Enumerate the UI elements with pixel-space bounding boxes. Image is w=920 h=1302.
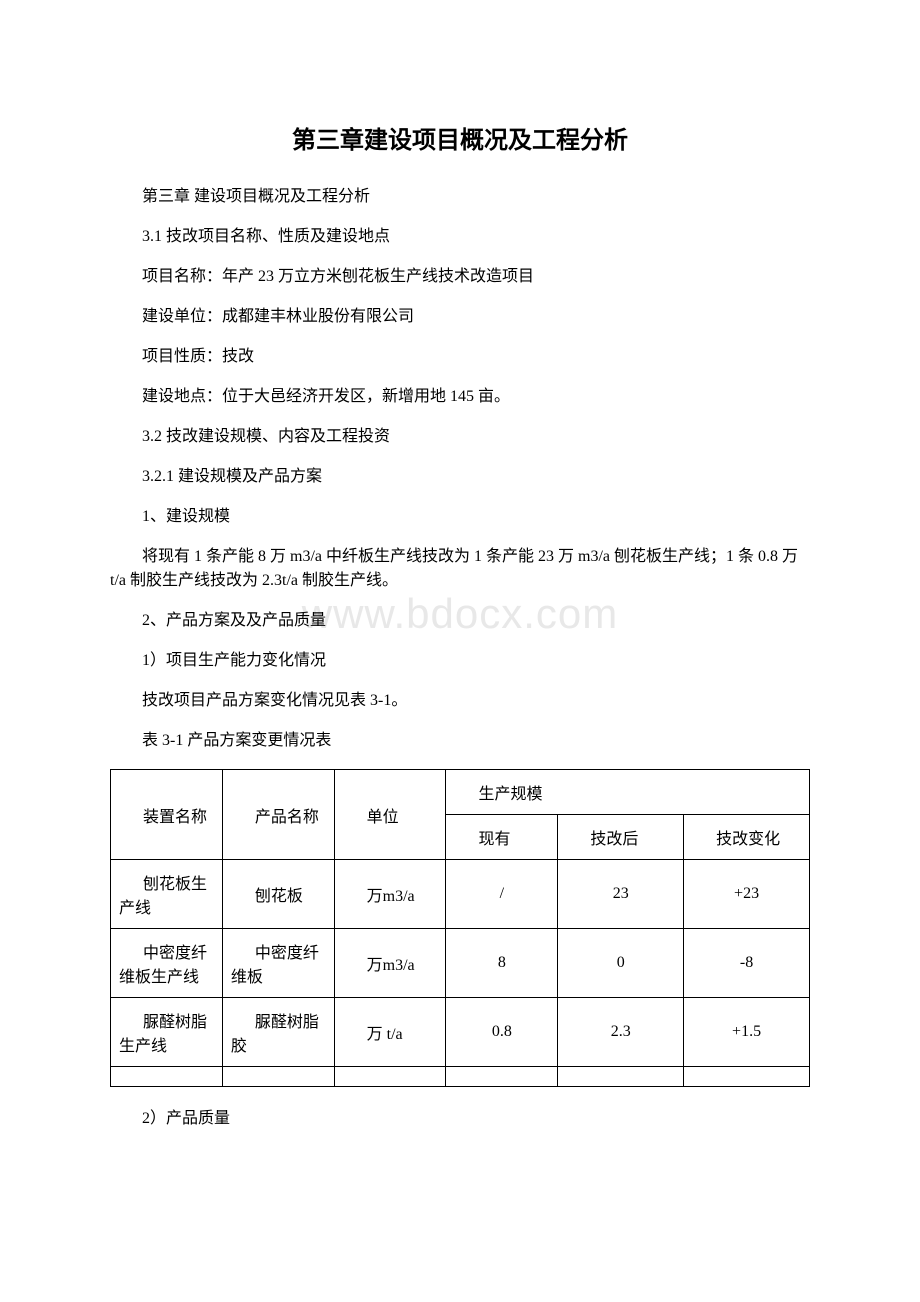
table-empty-cell — [446, 1067, 558, 1087]
table-empty-row — [111, 1067, 810, 1087]
table-cell-change: +23 — [684, 860, 810, 929]
table-cell-after: 0 — [558, 929, 684, 998]
table-header-scale: 生产规模 — [446, 770, 810, 815]
paragraph-section-3-2: 3.2 技改建设规模、内容及工程投资 — [110, 425, 810, 449]
table-cell-unit: 万m3/a — [334, 860, 446, 929]
table-cell-after: 2.3 — [558, 998, 684, 1067]
table-cell-unit: 万m3/a — [334, 929, 446, 998]
table-empty-cell — [558, 1067, 684, 1087]
table-empty-cell — [222, 1067, 334, 1087]
document-content: 第三章建设项目概况及工程分析 第三章 建设项目概况及工程分析 3.1 技改项目名… — [110, 120, 810, 1131]
paragraph-project-nature: 项目性质：技改 — [110, 345, 810, 369]
paragraph-section-3-1: 3.1 技改项目名称、性质及建设地点 — [110, 225, 810, 249]
paragraph-scale-detail: 将现有 1 条产能 8 万 m3/a 中纤板生产线技改为 1 条产能 23 万 … — [110, 545, 810, 593]
table-header-unit: 单位 — [334, 770, 446, 860]
table-header-change: 技改变化 — [684, 815, 810, 860]
table-row: 中密度纤维板生产线 中密度纤维板 万m3/a 8 0 -8 — [111, 929, 810, 998]
document-title: 第三章建设项目概况及工程分析 — [110, 120, 810, 155]
table-cell-device: 刨花板生产线 — [111, 860, 223, 929]
table-cell-device: 中密度纤维板生产线 — [111, 929, 223, 998]
paragraph-scale-heading: 1、建设规模 — [110, 505, 810, 529]
paragraph-table-title: 表 3-1 产品方案变更情况表 — [110, 729, 810, 753]
table-cell-product: 刨花板 — [222, 860, 334, 929]
paragraph-section-3-2-1: 3.2.1 建设规模及产品方案 — [110, 465, 810, 489]
table-cell-unit: 万 t/a — [334, 998, 446, 1067]
paragraph-capacity-change: 1）项目生产能力变化情况 — [110, 649, 810, 673]
table-header-product: 产品名称 — [222, 770, 334, 860]
product-plan-table: 装置名称 产品名称 单位 生产规模 现有 技改后 技改变化 刨花板生产线 刨花板… — [110, 769, 810, 1087]
table-cell-product: 脲醛树脂胶 — [222, 998, 334, 1067]
table-empty-cell — [111, 1067, 223, 1087]
table-cell-current: 8 — [446, 929, 558, 998]
paragraph-see-table: 技改项目产品方案变化情况见表 3-1。 — [110, 689, 810, 713]
paragraph-construction-location: 建设地点：位于大邑经济开发区，新增用地 145 亩。 — [110, 385, 810, 409]
table-row: 脲醛树脂生产线 脲醛树脂胶 万 t/a 0.8 2.3 +1.5 — [111, 998, 810, 1067]
table-empty-cell — [334, 1067, 446, 1087]
paragraph-construction-unit: 建设单位：成都建丰林业股份有限公司 — [110, 305, 810, 329]
paragraph-product-quality: 2）产品质量 — [110, 1107, 810, 1131]
table-empty-cell — [684, 1067, 810, 1087]
table-cell-current: 0.8 — [446, 998, 558, 1067]
table-header-after: 技改后 — [558, 815, 684, 860]
table-cell-change: +1.5 — [684, 998, 810, 1067]
table-cell-device: 脲醛树脂生产线 — [111, 998, 223, 1067]
table-cell-product: 中密度纤维板 — [222, 929, 334, 998]
table-header-current: 现有 — [446, 815, 558, 860]
table-cell-after: 23 — [558, 860, 684, 929]
paragraph-project-name: 项目名称：年产 23 万立方米刨花板生产线技术改造项目 — [110, 265, 810, 289]
table-header-row-1: 装置名称 产品名称 单位 生产规模 — [111, 770, 810, 815]
table-header-device: 装置名称 — [111, 770, 223, 860]
paragraph-product-plan-heading: 2、产品方案及及产品质量 — [110, 609, 810, 633]
paragraph-chapter-heading: 第三章 建设项目概况及工程分析 — [110, 185, 810, 209]
table-cell-change: -8 — [684, 929, 810, 998]
table-row: 刨花板生产线 刨花板 万m3/a / 23 +23 — [111, 860, 810, 929]
table-cell-current: / — [446, 860, 558, 929]
